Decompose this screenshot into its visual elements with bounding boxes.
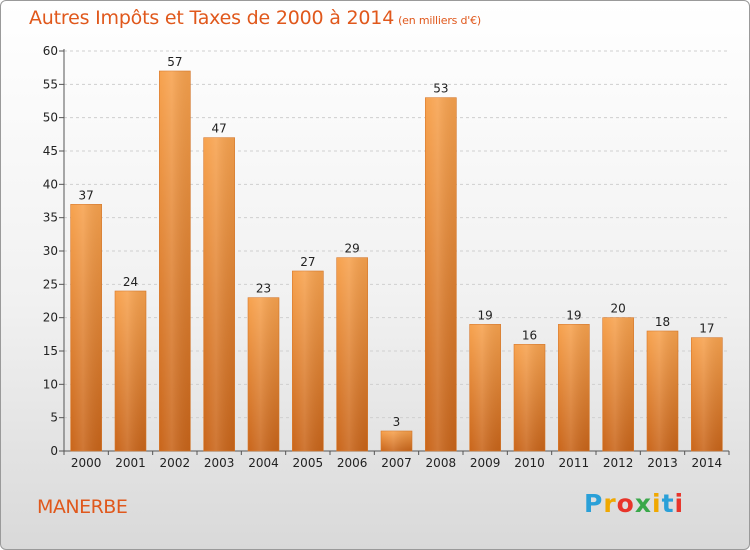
bar-2005 [292, 270, 324, 452]
x-tick-label: 2013 [647, 456, 678, 470]
x-tick-label: 2008 [426, 456, 457, 470]
y-tick-label: 35 [43, 211, 58, 225]
data-label: 47 [212, 122, 227, 136]
logo-letter: r [603, 489, 617, 518]
labels: 37 2000 24 2001 57 2002 47 2003 23 2004 27 2005 29 20… [71, 55, 722, 470]
bar-shine [691, 337, 723, 451]
bar-shine [647, 331, 678, 451]
data-label: 37 [79, 188, 94, 202]
y-tick-label: 25 [43, 277, 58, 291]
chart-title-text: Autres Impôts et Taxes de 2000 à 2014 [29, 7, 395, 29]
bar-shine [602, 317, 634, 451]
data-label: 19 [566, 308, 581, 322]
bar-shine [159, 71, 191, 451]
bar-2011 [558, 324, 590, 452]
bar-shine [70, 204, 102, 451]
y-tick-label: 60 [43, 44, 58, 58]
x-tick-label: 2009 [470, 456, 501, 470]
bar-2006 [336, 257, 368, 452]
y-tick-label: 15 [43, 344, 58, 358]
bar-shine [425, 97, 457, 452]
bar-shine [469, 324, 501, 451]
x-tick-label: 2002 [160, 456, 191, 470]
bar-shine [381, 431, 412, 451]
x-tick-label: 2005 [293, 456, 324, 470]
logo-letter: i [652, 489, 662, 518]
chart-title: Autres Impôts et Taxes de 2000 à 2014 (en… [29, 7, 481, 29]
bar-shine [514, 344, 545, 451]
data-label: 57 [167, 55, 182, 69]
data-label: 29 [345, 242, 360, 256]
x-tick-label: 2000 [71, 456, 102, 470]
bar-shine [292, 271, 324, 451]
data-label: 3 [393, 415, 401, 429]
y-tick-label: 0 [50, 444, 58, 458]
proxiti-logo: Proxiti [584, 489, 684, 518]
x-tick-label: 2001 [115, 456, 146, 470]
logo-letter: o [616, 489, 635, 518]
logo-letter: P [584, 489, 604, 518]
bar-2014 [691, 337, 723, 452]
y-tick-label: 50 [43, 111, 58, 125]
y-tick-label: 10 [43, 377, 58, 391]
bar-2013 [646, 330, 679, 452]
data-label: 27 [300, 255, 315, 269]
data-label: 18 [655, 315, 670, 329]
y-tick-label: 40 [43, 177, 58, 191]
data-label: 53 [433, 82, 448, 96]
bar-shine [248, 297, 279, 451]
bar-shine [203, 137, 235, 451]
bar-2000 [70, 204, 102, 452]
bar-2012 [602, 317, 634, 452]
x-tick-label: 2012 [603, 456, 634, 470]
bar-2004 [247, 297, 280, 452]
x-tick-label: 2007 [381, 456, 412, 470]
y-tick-label: 5 [50, 411, 58, 425]
x-tick-label: 2003 [204, 456, 235, 470]
bar-2010 [513, 344, 546, 452]
bar-2003 [203, 137, 235, 452]
data-label: 17 [699, 322, 714, 336]
data-label: 19 [478, 308, 493, 322]
x-tick-label: 2004 [248, 456, 279, 470]
bar-2001 [114, 290, 147, 452]
x-tick-label: 2011 [559, 456, 590, 470]
bar-2007 [380, 430, 413, 452]
axes: 0 5 10 15 20 25 30 35 40 45 50 55 60 [43, 44, 730, 458]
logo-letter: t [661, 489, 675, 518]
bars [70, 70, 723, 452]
bar-2009 [469, 324, 501, 452]
bar-2008 [425, 97, 457, 452]
bar-2002 [159, 70, 191, 452]
x-tick-label: 2006 [337, 456, 368, 470]
x-tick-label: 2014 [692, 456, 723, 470]
logo-letter: x [634, 489, 652, 518]
y-tick-label: 45 [43, 144, 58, 158]
y-tick-label: 55 [43, 77, 58, 91]
data-label: 20 [611, 302, 626, 316]
data-label: 16 [522, 328, 537, 342]
bar-shine [115, 291, 146, 451]
x-tick-label: 2010 [514, 456, 545, 470]
y-tick-label: 20 [43, 311, 58, 325]
data-label: 23 [256, 282, 271, 296]
y-tick-label: 30 [43, 244, 58, 258]
data-label: 24 [123, 275, 138, 289]
bar-shine [558, 324, 590, 451]
chart-subtitle: (en milliers d'€) [398, 14, 481, 27]
bar-shine [336, 257, 368, 451]
city-name: MANERBE [37, 496, 128, 518]
logo-letter: i [674, 489, 685, 518]
